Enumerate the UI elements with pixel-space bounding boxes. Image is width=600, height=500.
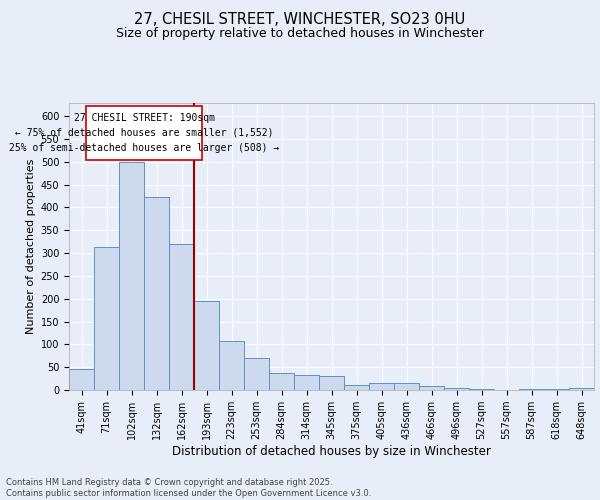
Bar — [119, 162, 144, 390]
Y-axis label: Number of detached properties: Number of detached properties — [26, 158, 37, 334]
Bar — [269, 373, 294, 390]
Bar — [144, 198, 169, 390]
X-axis label: Distribution of detached houses by size in Winchester: Distribution of detached houses by size … — [172, 445, 491, 458]
Bar — [419, 386, 444, 390]
FancyBboxPatch shape — [86, 106, 202, 160]
Bar — [219, 341, 244, 390]
Bar — [344, 384, 369, 390]
Text: Size of property relative to detached houses in Winchester: Size of property relative to detached ho… — [116, 28, 484, 40]
Bar — [444, 388, 469, 390]
Bar — [369, 383, 394, 390]
Bar — [294, 375, 319, 390]
Bar — [394, 383, 419, 390]
Text: Contains HM Land Registry data © Crown copyright and database right 2025.
Contai: Contains HM Land Registry data © Crown c… — [6, 478, 371, 498]
Bar — [544, 389, 569, 390]
Bar — [169, 244, 194, 390]
Bar — [519, 389, 544, 390]
Text: 27 CHESIL STREET: 190sqm
← 75% of detached houses are smaller (1,552)
25% of sem: 27 CHESIL STREET: 190sqm ← 75% of detach… — [9, 113, 279, 152]
Bar — [94, 247, 119, 390]
Bar — [469, 389, 494, 390]
Bar — [69, 370, 94, 390]
Bar — [194, 300, 219, 390]
Bar — [244, 358, 269, 390]
Bar — [569, 388, 594, 390]
Text: 27, CHESIL STREET, WINCHESTER, SO23 0HU: 27, CHESIL STREET, WINCHESTER, SO23 0HU — [134, 12, 466, 28]
Bar — [319, 376, 344, 390]
